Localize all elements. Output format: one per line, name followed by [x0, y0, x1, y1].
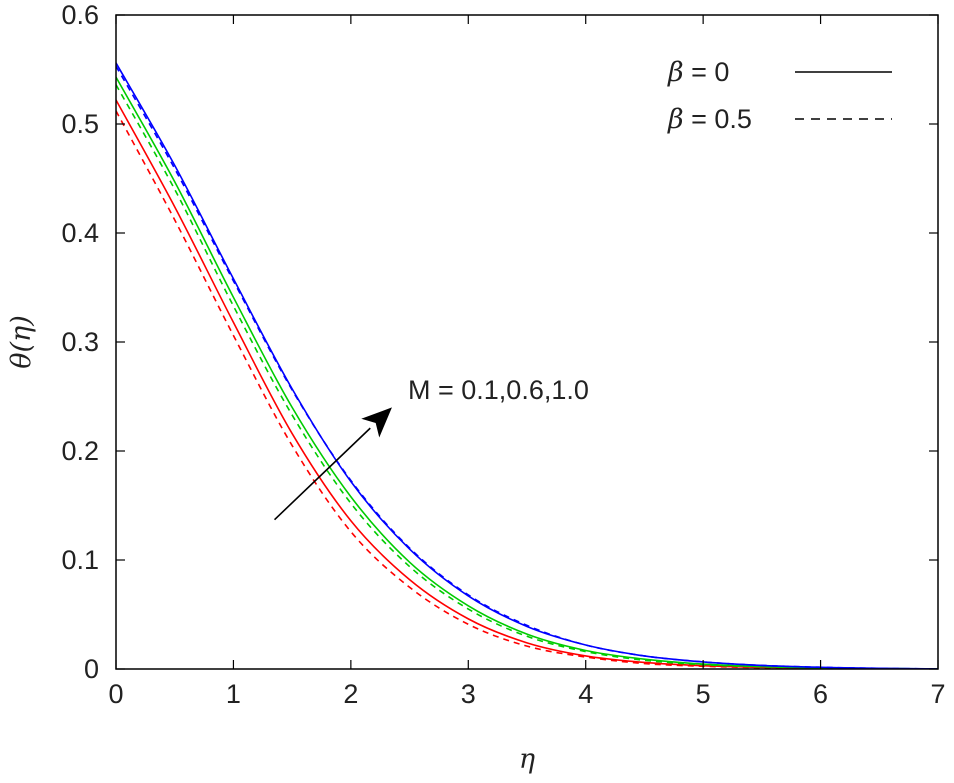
legend-entry-2-symbol: β	[667, 104, 684, 135]
legend-entry-2-label: = 0.5	[684, 104, 752, 134]
legend-entry-1-label: = 0	[684, 57, 730, 87]
annotation-label: M = 0.1,0.6,1.0	[408, 375, 589, 405]
x-tick-label: 5	[696, 679, 711, 709]
y-tick-label: 0.1	[61, 545, 99, 575]
x-tick-label: 2	[343, 679, 358, 709]
legend-entry-1: β = 0	[667, 57, 729, 88]
annotation: M = 0.1,0.6,1.0	[273, 375, 589, 521]
y-tick-label: 0	[84, 654, 99, 684]
x-axis-title: η	[519, 744, 535, 775]
plot-frame	[115, 14, 939, 670]
x-tick-label: 1	[226, 679, 241, 709]
x-tick-label: 7	[930, 679, 945, 709]
ticks-layer: 0 1 2 3 4 5 6 7 0 0.1 0.2 0.3 0.4 0.5 0.6	[61, 0, 945, 709]
y-tick-label: 0.2	[61, 436, 99, 466]
y-tick-label: 0.3	[61, 327, 99, 357]
series-line-5	[116, 62, 938, 669]
series-layer	[116, 62, 938, 669]
y-tick-label: 0.6	[61, 0, 99, 30]
series-line-4	[116, 84, 938, 669]
annotation-arrow-line	[273, 427, 371, 521]
legend: β = 0 β = 0.5	[667, 57, 892, 135]
x-tick-label: 3	[461, 679, 476, 709]
y-tick-label: 0.4	[61, 218, 99, 248]
x-tick-label: 0	[108, 679, 123, 709]
series-line-3	[116, 76, 938, 669]
annotation-arrow-head	[361, 407, 392, 438]
legend-entry-2: β = 0.5	[667, 104, 752, 135]
y-tick-label: 0.5	[61, 109, 99, 139]
series-line-6	[116, 65, 938, 669]
x-tick-label: 6	[813, 679, 828, 709]
x-tick-label: 4	[578, 679, 593, 709]
legend-entry-1-symbol: β	[667, 57, 684, 88]
y-axis-title: θ(η)	[6, 315, 37, 369]
